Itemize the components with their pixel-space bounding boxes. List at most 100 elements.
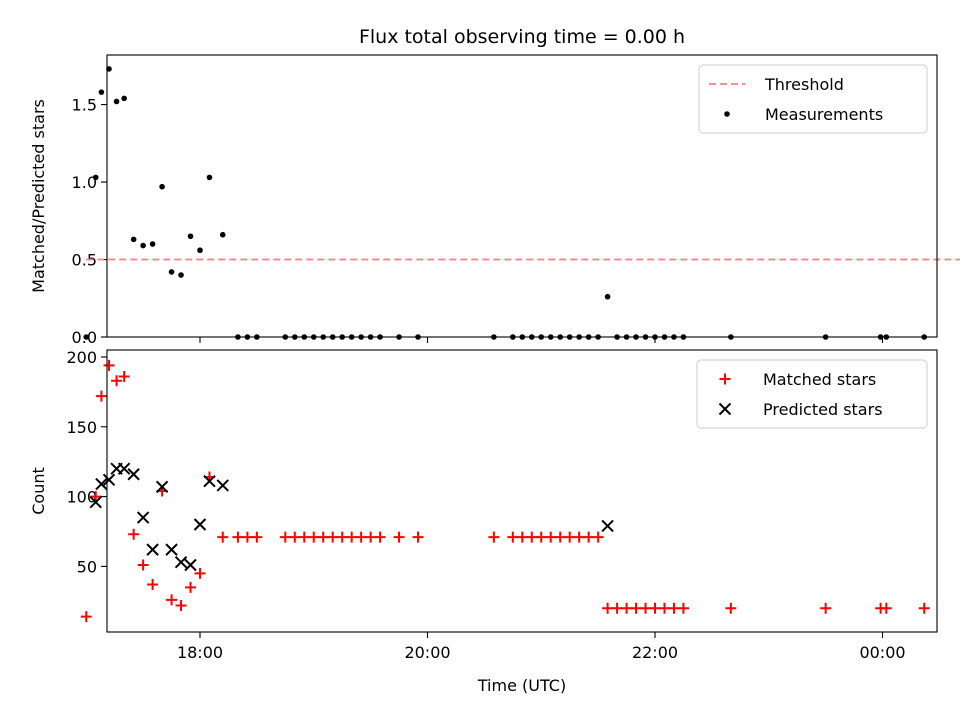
data-point bbox=[130, 236, 137, 243]
data-point bbox=[355, 531, 367, 543]
data-point bbox=[95, 477, 108, 491]
data-point bbox=[621, 602, 633, 614]
data-point bbox=[611, 602, 623, 614]
data-point bbox=[127, 468, 140, 481]
data-point bbox=[289, 531, 301, 543]
data-point bbox=[583, 531, 595, 543]
data-point bbox=[92, 174, 99, 181]
x-tick-label: 00:00 bbox=[859, 643, 905, 662]
data-point bbox=[165, 543, 178, 556]
y-tick-label: 100 bbox=[66, 488, 97, 507]
y-tick-label: 1.5 bbox=[72, 96, 97, 115]
data-point bbox=[206, 174, 213, 181]
data-point bbox=[140, 242, 146, 249]
data-point bbox=[166, 594, 178, 606]
legend-predicted-swatch bbox=[718, 402, 732, 416]
x-tick-label: 22:00 bbox=[632, 643, 678, 662]
data-point bbox=[232, 531, 244, 543]
data-point bbox=[194, 567, 206, 579]
data-point bbox=[630, 602, 642, 614]
y-tick-label: 1.0 bbox=[72, 173, 97, 192]
data-point bbox=[365, 531, 377, 543]
data-point bbox=[564, 531, 576, 543]
data-point bbox=[412, 531, 424, 543]
data-point bbox=[820, 602, 832, 614]
data-point bbox=[279, 531, 291, 543]
data-point bbox=[507, 531, 519, 543]
data-point bbox=[111, 375, 123, 387]
x-tick-label: 20:00 bbox=[404, 643, 450, 662]
legend-box bbox=[698, 64, 928, 134]
data-point bbox=[918, 602, 930, 614]
data-point bbox=[106, 66, 112, 72]
data-point bbox=[393, 531, 405, 543]
data-point bbox=[526, 531, 538, 543]
data-point bbox=[159, 183, 165, 190]
data-point bbox=[83, 334, 90, 340]
x-tick-label: 18:00 bbox=[177, 643, 223, 662]
data-point bbox=[545, 531, 557, 543]
data-point bbox=[251, 531, 263, 543]
data-point bbox=[137, 559, 149, 571]
data-point bbox=[178, 272, 184, 278]
data-point bbox=[113, 98, 120, 105]
data-point bbox=[725, 602, 737, 614]
data-point bbox=[187, 233, 194, 240]
legend-matched-swatch bbox=[719, 373, 731, 385]
data-point bbox=[128, 528, 140, 540]
legend: Threshold Measurements bbox=[698, 64, 928, 134]
y-axis-label: Matched/Predicted stars bbox=[29, 99, 48, 293]
series-matched-stars bbox=[80, 359, 930, 623]
axes-frame bbox=[106, 54, 938, 338]
data-point bbox=[89, 495, 102, 509]
data-point bbox=[146, 543, 159, 556]
data-point bbox=[149, 241, 156, 247]
series-predicted-stars bbox=[89, 462, 614, 572]
data-point bbox=[102, 473, 116, 487]
chart-title: Flux total observing time = 0.00 h bbox=[359, 26, 685, 48]
y-tick-label: 200 bbox=[66, 348, 97, 367]
data-point bbox=[175, 599, 187, 611]
data-point bbox=[298, 531, 310, 543]
y-tick-label: 50 bbox=[77, 557, 97, 576]
data-point bbox=[317, 531, 329, 543]
chart-panel-2: 5010015020018:0020:0022:0000:0002:0004:0… bbox=[29, 348, 938, 695]
data-point bbox=[880, 602, 892, 614]
data-point bbox=[147, 579, 159, 591]
data-point bbox=[592, 531, 604, 543]
data-point bbox=[668, 602, 680, 614]
data-point bbox=[174, 555, 188, 569]
data-point bbox=[488, 531, 500, 543]
legend-measurements-swatch bbox=[724, 111, 730, 117]
data-point bbox=[336, 531, 348, 543]
data-point bbox=[90, 491, 102, 503]
data-point bbox=[602, 602, 614, 614]
data-point bbox=[374, 531, 386, 543]
data-point bbox=[103, 359, 115, 371]
data-point bbox=[216, 479, 229, 492]
data-point bbox=[117, 462, 131, 475]
data-point bbox=[516, 531, 528, 543]
data-point bbox=[535, 531, 547, 543]
data-point bbox=[649, 602, 661, 614]
legend: Matched stars Predicted stars bbox=[696, 359, 928, 429]
data-point bbox=[658, 602, 670, 614]
x-axis-label: Time (UTC) bbox=[477, 676, 566, 695]
legend-label: Measurements bbox=[765, 105, 883, 124]
legend-label: Threshold bbox=[764, 75, 844, 94]
data-point bbox=[640, 602, 652, 614]
data-point bbox=[136, 511, 150, 524]
data-point bbox=[168, 269, 175, 275]
data-point bbox=[80, 611, 92, 623]
data-point bbox=[185, 581, 197, 593]
data-point bbox=[346, 531, 358, 543]
legend-label: Predicted stars bbox=[763, 400, 883, 419]
data-point bbox=[193, 518, 207, 531]
chart-panel-1: Flux total observing time = 0.00 h0.00.5… bbox=[29, 26, 960, 347]
data-point bbox=[327, 531, 339, 543]
data-point bbox=[677, 602, 689, 614]
legend-box bbox=[696, 359, 928, 429]
y-axis-label: Count bbox=[29, 467, 48, 515]
data-point bbox=[95, 390, 107, 402]
